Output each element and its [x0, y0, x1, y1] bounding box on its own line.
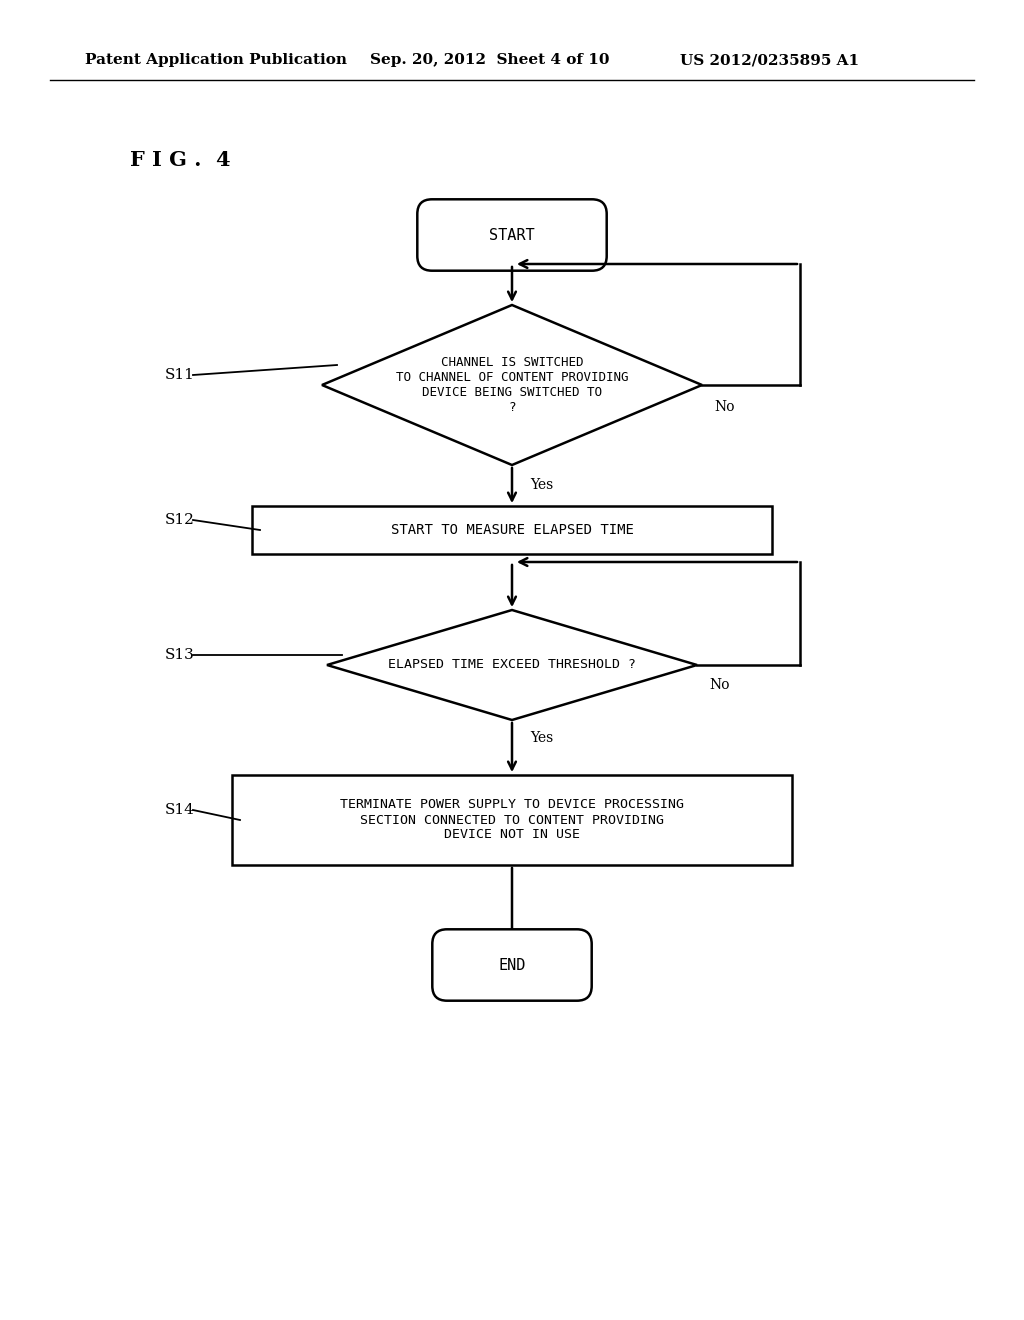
Text: S14: S14	[165, 803, 195, 817]
Text: Patent Application Publication: Patent Application Publication	[85, 53, 347, 67]
Polygon shape	[327, 610, 697, 719]
Text: Yes: Yes	[530, 731, 553, 744]
Text: TERMINATE POWER SUPPLY TO DEVICE PROCESSING
SECTION CONNECTED TO CONTENT PROVIDI: TERMINATE POWER SUPPLY TO DEVICE PROCESS…	[340, 799, 684, 842]
Text: F I G .  4: F I G . 4	[130, 150, 230, 170]
Text: S11: S11	[165, 368, 195, 381]
Text: No: No	[714, 400, 734, 414]
Text: Sep. 20, 2012  Sheet 4 of 10: Sep. 20, 2012 Sheet 4 of 10	[370, 53, 609, 67]
Text: CHANNEL IS SWITCHED
TO CHANNEL OF CONTENT PROVIDING
DEVICE BEING SWITCHED TO
?: CHANNEL IS SWITCHED TO CHANNEL OF CONTEN…	[395, 356, 629, 414]
Text: S12: S12	[165, 513, 195, 527]
Text: No: No	[709, 678, 729, 692]
FancyBboxPatch shape	[432, 929, 592, 1001]
Text: S13: S13	[165, 648, 195, 663]
Bar	[252, 506, 772, 554]
Text: US 2012/0235895 A1: US 2012/0235895 A1	[680, 53, 859, 67]
Text: Yes: Yes	[530, 478, 553, 492]
Text: ELAPSED TIME EXCEED THRESHOLD ?: ELAPSED TIME EXCEED THRESHOLD ?	[388, 659, 636, 672]
FancyBboxPatch shape	[418, 199, 606, 271]
Text: START TO MEASURE ELAPSED TIME: START TO MEASURE ELAPSED TIME	[390, 523, 634, 537]
Text: START: START	[489, 227, 535, 243]
Polygon shape	[322, 305, 702, 465]
Bar	[232, 775, 792, 865]
Text: END: END	[499, 957, 525, 973]
